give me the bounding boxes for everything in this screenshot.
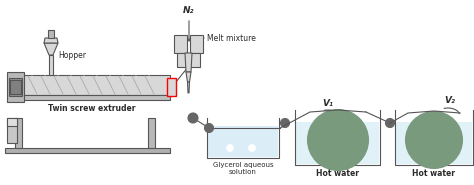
Bar [7,118,17,126]
Polygon shape [44,38,58,43]
Bar [22,95,170,100]
Bar [5,148,170,153]
Bar [7,72,24,102]
Bar [148,118,155,148]
Polygon shape [296,122,379,164]
Polygon shape [186,72,191,82]
Circle shape [248,144,255,152]
Polygon shape [44,43,58,55]
Bar [190,53,200,67]
Bar [174,35,187,53]
Circle shape [406,112,462,168]
Circle shape [385,119,394,127]
Polygon shape [188,82,190,93]
Circle shape [188,113,198,123]
Text: V₂: V₂ [445,96,456,105]
Circle shape [308,110,368,170]
Text: Hot water: Hot water [412,169,456,178]
Bar [15,118,22,148]
Polygon shape [49,55,53,75]
Bar [7,118,17,143]
Bar [22,75,170,95]
Bar [48,30,54,38]
Circle shape [227,144,234,152]
Text: Hopper: Hopper [58,51,86,60]
Bar [9,78,22,96]
Text: Glycerol aqueous
solution: Glycerol aqueous solution [213,162,273,175]
Circle shape [281,119,290,127]
Bar [167,78,176,96]
Polygon shape [208,126,278,157]
Polygon shape [185,53,192,72]
Text: Twin screw extruder: Twin screw extruder [48,103,136,112]
Bar [190,35,203,53]
Polygon shape [396,122,472,164]
Text: Melt mixture: Melt mixture [207,33,256,43]
Text: N₂: N₂ [183,6,195,15]
Bar [10,80,21,94]
Text: Hot water: Hot water [316,169,359,178]
Circle shape [204,124,213,132]
Text: V₁: V₁ [322,99,334,108]
Bar [177,53,187,67]
